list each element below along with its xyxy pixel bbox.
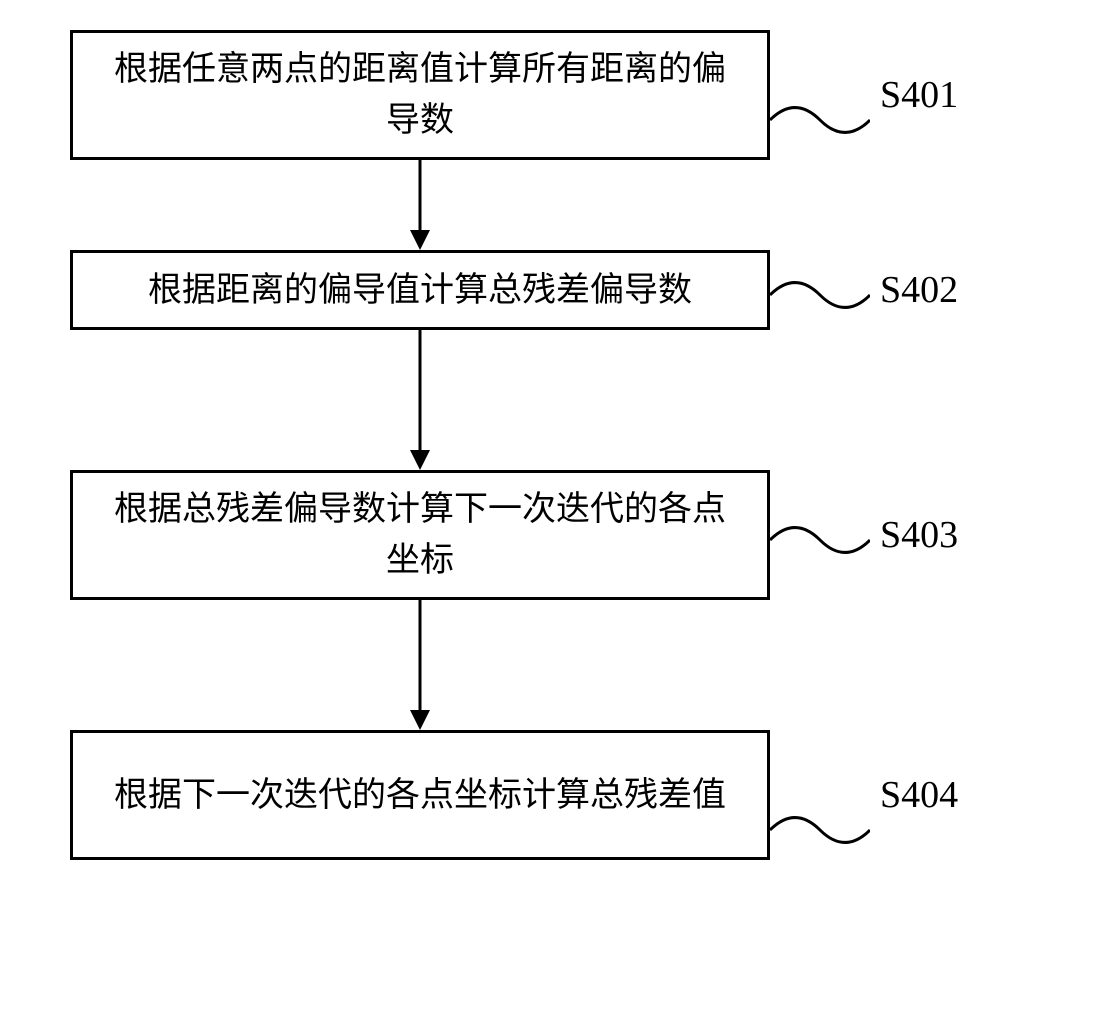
- step-label-4: S404: [880, 773, 958, 817]
- step-text-4: 根据下一次迭代的各点坐标计算总残差值: [114, 770, 726, 821]
- arrow-container-3: [70, 600, 770, 730]
- arrow-container-1: [70, 160, 770, 250]
- connector-wave-4: [770, 800, 870, 860]
- connector-wave-1: [770, 90, 870, 150]
- step-box-3: 根据总残差偏导数计算下一次迭代的各点坐标: [70, 470, 770, 600]
- arrow-down-3: [400, 600, 440, 730]
- arrow-down-1: [400, 160, 440, 250]
- step-row-1: 根据任意两点的距离值计算所有距离的偏导数 S401: [70, 30, 1020, 160]
- step-text-2: 根据距离的偏导值计算总残差偏导数: [148, 265, 692, 316]
- connector-wave-2: [770, 265, 870, 325]
- step-box-2: 根据距离的偏导值计算总残差偏导数: [70, 250, 770, 330]
- arrow-down-2: [400, 330, 440, 470]
- step-text-1: 根据任意两点的距离值计算所有距离的偏导数: [103, 44, 737, 146]
- step-box-4: 根据下一次迭代的各点坐标计算总残差值: [70, 730, 770, 860]
- step-row-4: 根据下一次迭代的各点坐标计算总残差值 S404: [70, 730, 1020, 860]
- connector-wave-3: [770, 510, 870, 570]
- step-row-3: 根据总残差偏导数计算下一次迭代的各点坐标 S403: [70, 470, 1020, 600]
- flowchart-container: 根据任意两点的距离值计算所有距离的偏导数 S401 根据距离的偏导值计算总残差偏…: [70, 30, 1020, 860]
- step-row-2: 根据距离的偏导值计算总残差偏导数 S402: [70, 250, 1020, 330]
- step-box-1: 根据任意两点的距离值计算所有距离的偏导数: [70, 30, 770, 160]
- step-label-1: S401: [880, 73, 958, 117]
- step-label-3: S403: [880, 513, 958, 557]
- step-label-2: S402: [880, 268, 958, 312]
- arrow-container-2: [70, 330, 770, 470]
- step-text-3: 根据总残差偏导数计算下一次迭代的各点坐标: [103, 484, 737, 586]
